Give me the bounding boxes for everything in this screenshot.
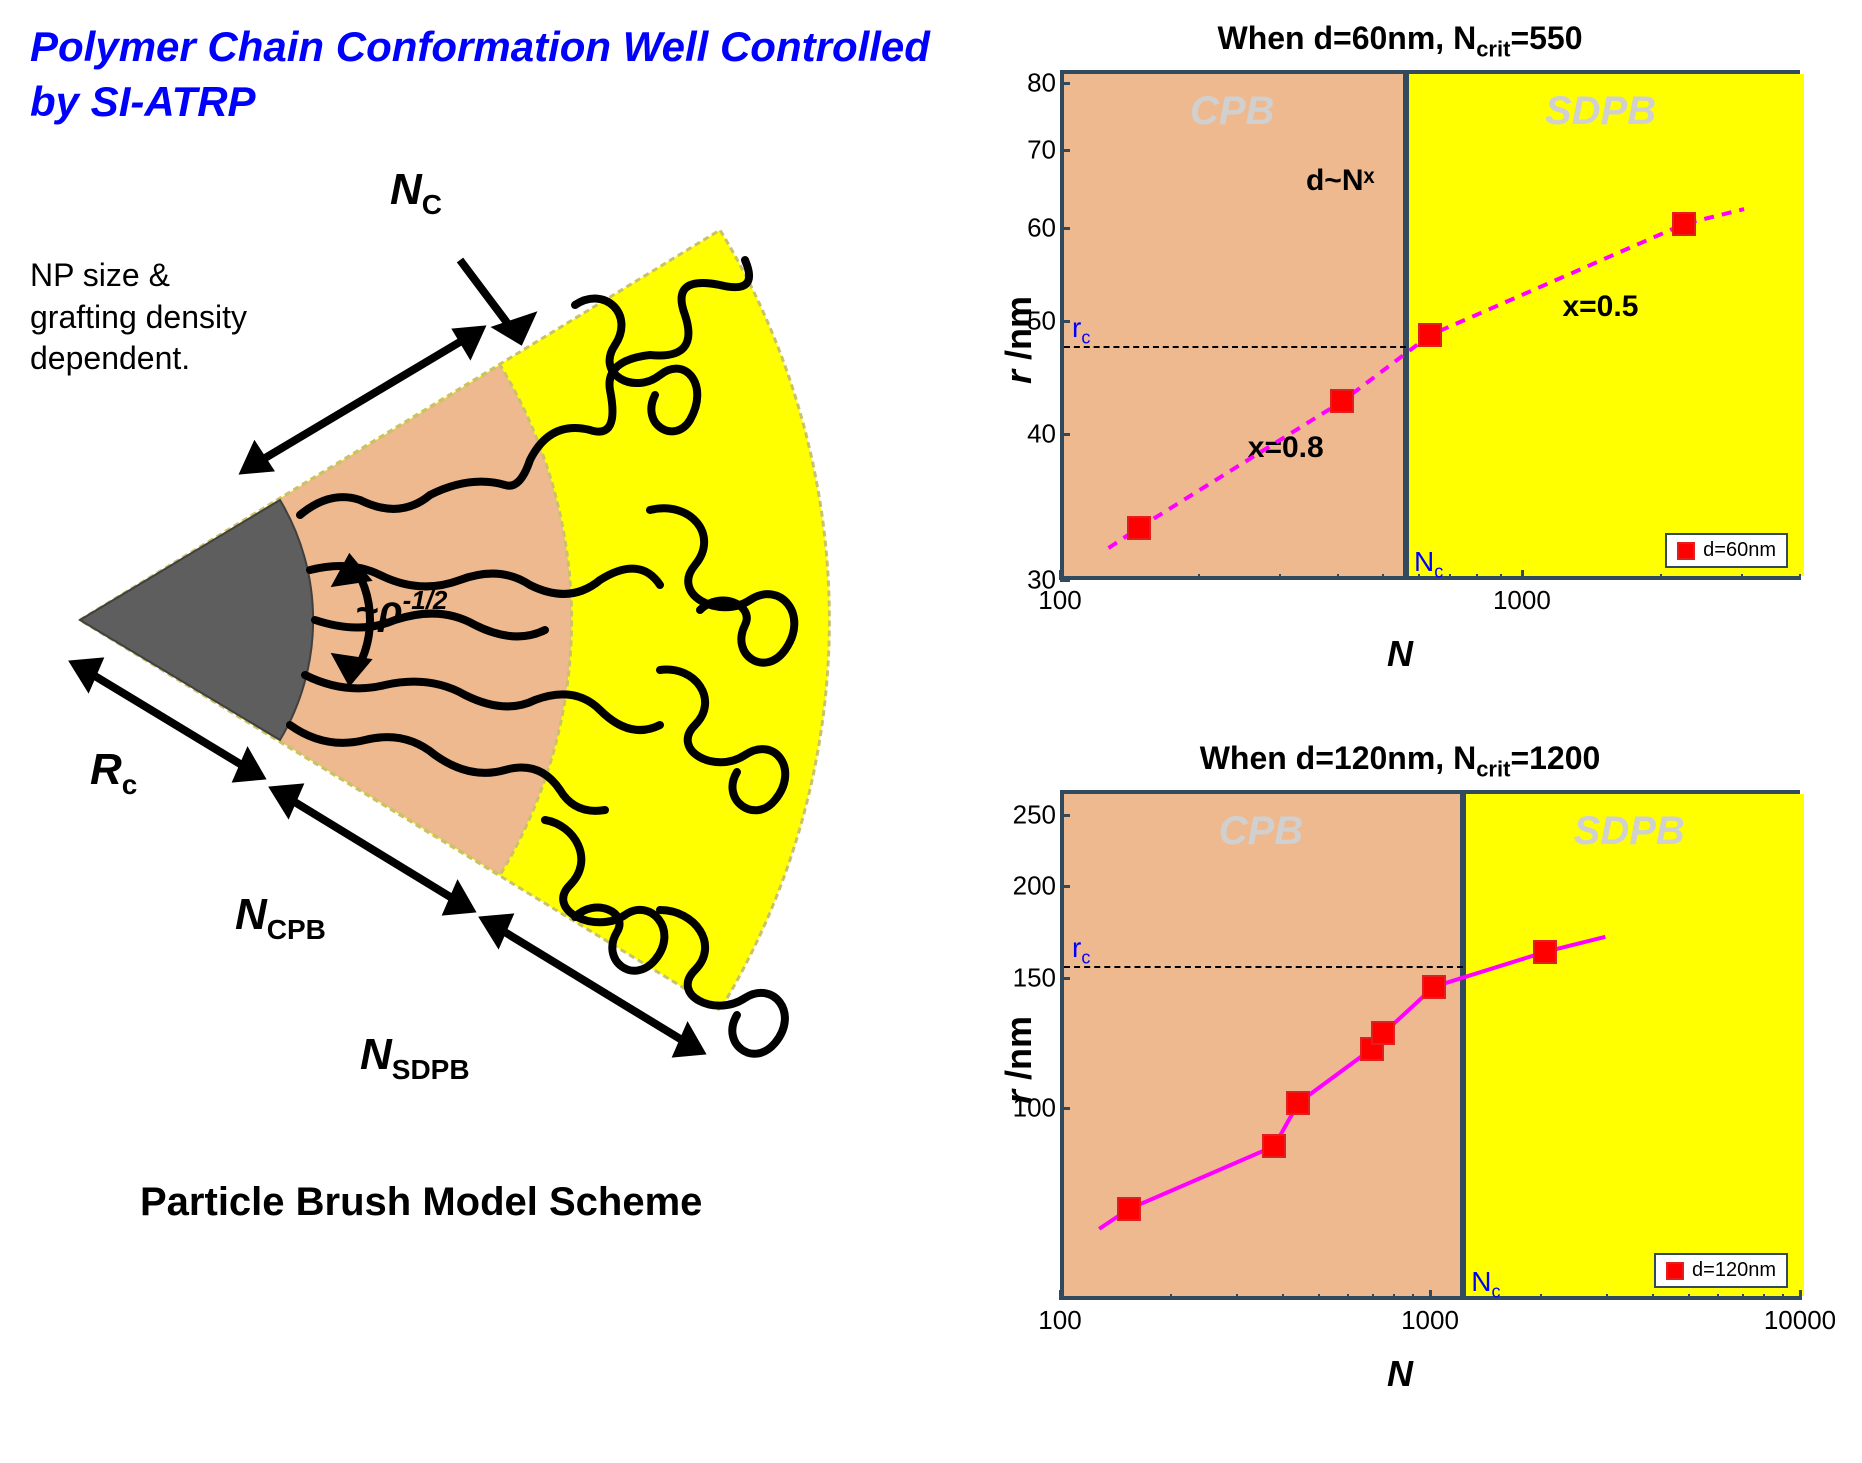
chart1-title: When d=60nm, Ncrit=550 [960, 20, 1840, 62]
np-annotation: NP size &grafting densitydependent. [30, 255, 247, 380]
chart2-rc-label: rc [1072, 932, 1090, 969]
diagram-caption: Particle Brush Model Scheme [140, 1180, 702, 1225]
data-point [1672, 212, 1696, 236]
chart2-nc-label: Nc [1471, 1266, 1500, 1303]
chart1-sdpb-label: SDPB [1545, 89, 1656, 134]
chart1-legend: d=60nm [1665, 533, 1788, 568]
chart2-ylabel: r /nm [998, 1016, 1040, 1104]
rc-label: Rc [90, 745, 137, 801]
data-point [1418, 323, 1442, 347]
data-point [1262, 1134, 1286, 1158]
chart1-xsdpb-label: x=0.5 [1562, 290, 1638, 324]
title-line1: Polymer Chain Conformation Well Controll… [30, 23, 930, 70]
y-tick: 70 [1027, 135, 1056, 166]
x-tick: 1000 [1493, 585, 1551, 616]
y-tick: 60 [1027, 213, 1056, 244]
chart1-plot-area: CPB SDPB d~Nˣ x=0.8 x=0.5 rc Nc d=60nm [1060, 70, 1800, 580]
data-point [1127, 516, 1151, 540]
chart1-legend-text: d=60nm [1703, 539, 1776, 562]
chart2-cpb-label: CPB [1219, 809, 1303, 854]
chart2-legend: d=120nm [1654, 1253, 1788, 1288]
chart1-xcpb-label: x=0.8 [1248, 431, 1324, 465]
chart-d120: When d=120nm, Ncrit=1200 CPB SDPB rc Nc … [960, 740, 1840, 1380]
y-tick: 50 [1027, 305, 1056, 336]
data-point [1422, 975, 1446, 999]
chart1-rc-label: rc [1072, 312, 1090, 349]
x-tick: 100 [1038, 585, 1081, 616]
chart1-cpb-label: CPB [1190, 89, 1274, 134]
legend-marker-icon [1666, 1262, 1684, 1280]
x-tick: 100 [1038, 1305, 1081, 1336]
y-tick: 200 [1013, 871, 1056, 902]
chart2-title: When d=120nm, Ncrit=1200 [960, 740, 1840, 782]
y-tick: 100 [1013, 1093, 1056, 1124]
brush-model-diagram: NP size &grafting densitydependent. NC ~… [20, 130, 920, 1030]
data-point [1286, 1091, 1310, 1115]
data-point [1117, 1197, 1141, 1221]
x-tick: 1000 [1401, 1305, 1459, 1336]
chart1-dnx-label: d~Nˣ [1306, 164, 1375, 198]
nsdpb-label: NSDPB [360, 1030, 470, 1086]
chart2-legend-text: d=120nm [1692, 1259, 1776, 1282]
x-tick: 10000 [1764, 1305, 1836, 1336]
data-point [1330, 389, 1354, 413]
chart2-plot-area: CPB SDPB rc Nc d=120nm [1060, 790, 1800, 1300]
data-point [1371, 1021, 1395, 1045]
chart1-xlabel: N [1387, 633, 1413, 675]
y-tick: 40 [1027, 419, 1056, 450]
page-title: Polymer Chain Conformation Well Controll… [30, 20, 930, 129]
y-tick: 250 [1013, 799, 1056, 830]
ncpb-label: NCPB [235, 890, 326, 946]
legend-marker-icon [1677, 542, 1695, 560]
rho-label: ~ρ-1/2 [355, 585, 447, 633]
y-tick: 150 [1013, 963, 1056, 994]
nc-label: NC [390, 165, 442, 221]
chart2-xlabel: N [1387, 1353, 1413, 1395]
data-point [1533, 940, 1557, 964]
chart-d60: When d=60nm, Ncrit=550 CPB SDPB d~Nˣ x=0… [960, 20, 1840, 660]
charts-column: When d=60nm, Ncrit=550 CPB SDPB d~Nˣ x=0… [960, 20, 1840, 1460]
title-line2: by SI-ATRP [30, 78, 256, 125]
y-tick: 80 [1027, 67, 1056, 98]
chart2-sdpb-label: SDPB [1574, 809, 1685, 854]
